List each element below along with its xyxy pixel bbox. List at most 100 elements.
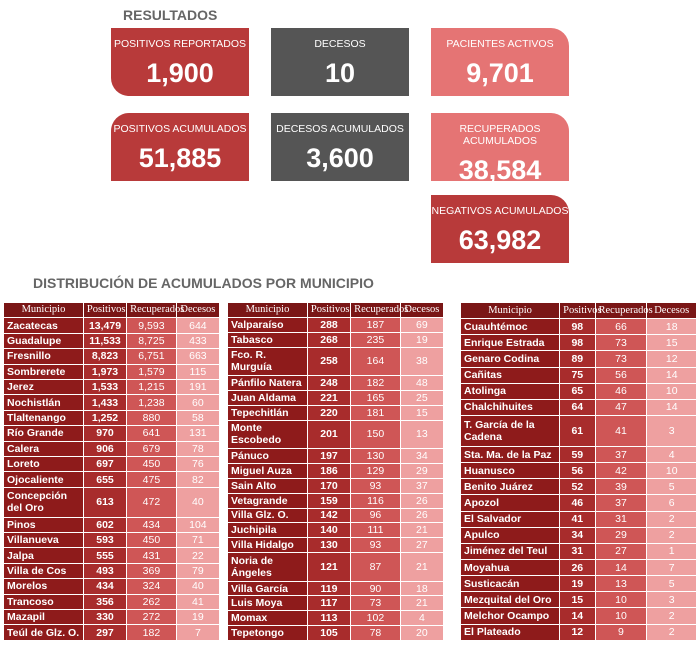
cell: 26: [559, 559, 596, 577]
card-label: POSITIVOS REPORTADOS: [113, 38, 247, 50]
cell: Tlaltenango: [3, 409, 84, 427]
cell: 19: [175, 608, 221, 626]
cell: Jalpa: [3, 547, 84, 564]
cell: 1,215: [126, 379, 177, 396]
cell: 475: [126, 471, 177, 488]
card-label: RECUPERADOS ACUMULADOS: [459, 123, 541, 147]
row: Loreto 697 450 76: [3, 456, 221, 473]
row: T. García de la Cadena 61 41 3: [459, 414, 697, 448]
cell: Jerez: [3, 379, 84, 396]
cell: 76: [175, 456, 221, 473]
card-value: 1,900: [146, 58, 214, 88]
cell: Fresnillo: [3, 348, 84, 365]
cell: 2: [646, 623, 697, 642]
row: Valparaíso 288 187 69: [227, 316, 445, 333]
cell: 186: [306, 463, 352, 479]
table: Municipio Positivos Recuperados Decesos Zaca…: [3, 301, 221, 641]
cell: Valparaíso: [227, 316, 308, 333]
cell: 78: [350, 625, 401, 641]
cell: 880: [126, 409, 177, 427]
cell: 34: [559, 526, 596, 544]
cell: 71: [175, 531, 221, 549]
header-cell: Positivos: [559, 301, 602, 320]
cell: 369: [126, 562, 177, 580]
cell: Ojocaliente: [3, 471, 84, 488]
cell: 41: [594, 414, 648, 448]
cell: 25: [399, 389, 445, 406]
cell: Trancoso: [3, 593, 84, 610]
header-cell: Recuperados: [126, 301, 184, 319]
row: Cuauhtémoc 98 66 18: [459, 318, 697, 336]
cell: 602: [82, 516, 128, 533]
card: RECUPERADOS ACUMULADOS 38,584: [431, 113, 569, 185]
cell: Pinos: [3, 516, 84, 533]
cell: 40: [175, 486, 221, 518]
cell: 73: [594, 350, 648, 368]
cell: 15: [559, 591, 596, 609]
row: Susticacán 19 13 5: [459, 575, 697, 593]
cell: 258: [306, 346, 352, 377]
cell: Juan Aldama: [227, 389, 308, 406]
cell: Noria de Ángeles: [227, 552, 308, 582]
cell: 15: [646, 334, 697, 352]
cell: 78: [175, 440, 221, 458]
cell: Mezquital del Oro: [459, 591, 561, 609]
cell: El Plateado: [459, 623, 561, 642]
cell: 2: [646, 510, 697, 528]
table: Municipio Positivos Recuperados Decesos Valp…: [227, 302, 445, 641]
cell: Pánfilo Natera: [227, 375, 308, 391]
row: Pinos 602 434 104: [3, 516, 221, 533]
row: Morelos 434 324 40: [3, 578, 221, 595]
cell: 66: [594, 318, 648, 336]
row: Miguel Auza 186 129 29: [227, 463, 445, 479]
cell: 655: [82, 471, 128, 488]
cell: 288: [306, 316, 352, 333]
cell: Cuauhtémoc: [459, 318, 561, 336]
header-cell: Municipio: [227, 302, 308, 318]
cell: 555: [82, 547, 128, 564]
cell: 18: [399, 580, 445, 597]
header-row: Municipio Positivos Recuperados Decesos: [227, 302, 445, 318]
cell: 140: [306, 522, 352, 539]
cell: Pánuco: [227, 448, 308, 464]
row: Tepechitlán 220 181 15: [227, 404, 445, 421]
card-value: 9,701: [466, 58, 534, 88]
cell: 697: [82, 456, 128, 473]
cell: Melchor Ocampo: [459, 607, 561, 625]
row: El Salvador 41 31 2: [459, 510, 697, 528]
cell: 142: [306, 507, 352, 524]
cell: 39: [594, 478, 648, 496]
cell: 48: [399, 375, 445, 391]
header-row: Municipio Positivos Recuperados Decesos: [3, 301, 221, 319]
cell: 21: [399, 522, 445, 539]
cell: 8,725: [126, 332, 177, 350]
cell: 69: [399, 316, 445, 333]
row: Pánuco 197 130 34: [227, 448, 445, 464]
cell: 18: [646, 318, 697, 336]
cell: Genaro Codina: [459, 350, 561, 368]
row: Tlaltenango 1,252 880 58: [3, 409, 221, 427]
cell: T. García de la Cadena: [459, 414, 561, 448]
cell: 1,973: [82, 363, 128, 381]
cell: 170: [306, 477, 352, 494]
cell: 7: [646, 559, 697, 577]
cell: Juchipila: [227, 522, 308, 539]
cell: 297: [82, 624, 128, 641]
header-row: Municipio Positivos Recuperados Decesos: [459, 301, 697, 320]
cell: 21: [399, 552, 445, 582]
cell: 159: [306, 492, 352, 509]
row: Sombrerete 1,973 1,579 115: [3, 363, 221, 381]
cell: 20: [399, 625, 445, 641]
cell: Apulco: [459, 526, 561, 544]
header-cell: Municipio: [459, 301, 561, 320]
row: Ojocaliente 655 475 82: [3, 471, 221, 488]
header-cell: Decesos: [399, 302, 445, 318]
cell: 450: [126, 531, 177, 549]
cell: Guadalupe: [3, 332, 84, 350]
cell: 37: [594, 494, 648, 512]
row: Chalchihuites 64 47 14: [459, 398, 697, 416]
cell: 59: [559, 446, 596, 464]
cell: 60: [175, 394, 221, 411]
cell: Mazapil: [3, 608, 84, 626]
